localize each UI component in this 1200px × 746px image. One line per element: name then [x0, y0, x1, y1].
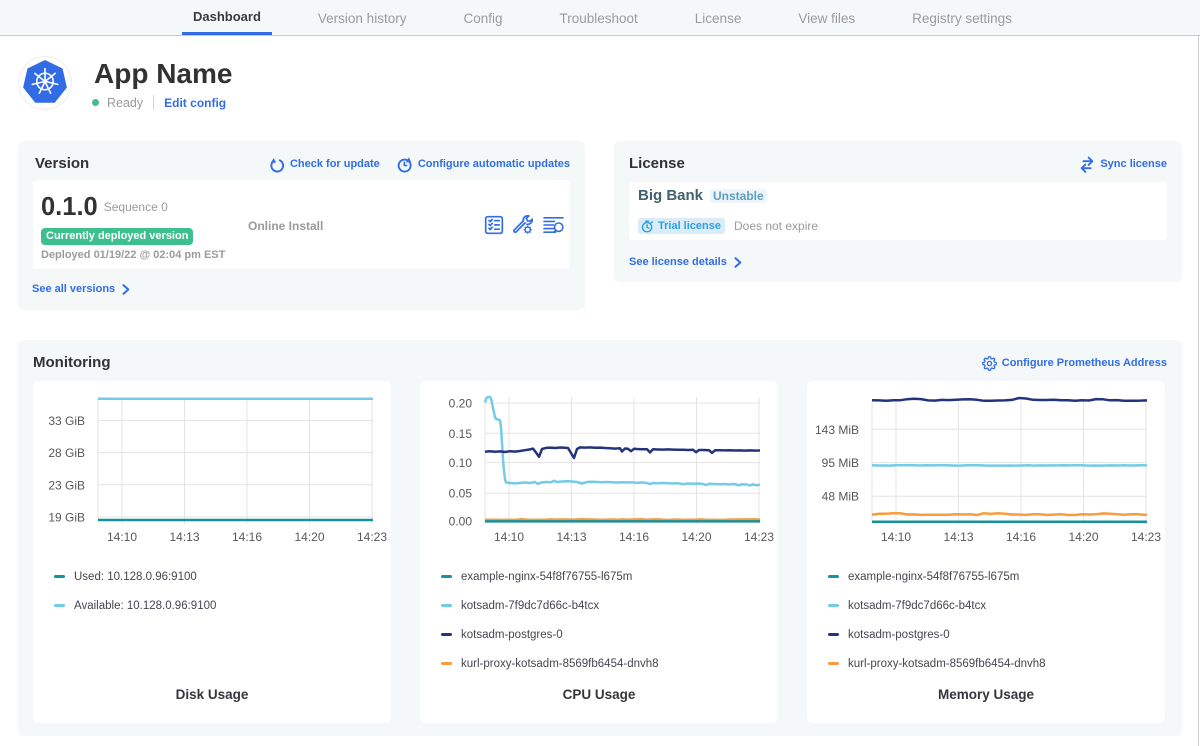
svg-text:14:16: 14:16 — [619, 530, 649, 544]
svg-text:14:10: 14:10 — [107, 530, 137, 544]
svg-text:28 GiB: 28 GiB — [48, 446, 85, 460]
svg-text:0.05: 0.05 — [449, 487, 473, 501]
svg-text:14:13: 14:13 — [556, 530, 586, 544]
svg-text:14:23: 14:23 — [1131, 530, 1161, 544]
svg-text:0.10: 0.10 — [449, 456, 473, 470]
svg-text:14:10: 14:10 — [881, 530, 911, 544]
svg-text:14:13: 14:13 — [943, 530, 973, 544]
svg-text:19 GiB: 19 GiB — [48, 511, 85, 525]
svg-text:95 MiB: 95 MiB — [822, 456, 859, 470]
svg-text:14:20: 14:20 — [294, 530, 324, 544]
svg-text:48 MiB: 48 MiB — [822, 490, 859, 504]
svg-text:14:20: 14:20 — [1068, 530, 1098, 544]
svg-text:0.00: 0.00 — [449, 515, 473, 529]
svg-text:14:13: 14:13 — [169, 530, 199, 544]
svg-text:14:16: 14:16 — [232, 530, 262, 544]
svg-text:14:23: 14:23 — [357, 530, 387, 544]
svg-text:143 MiB: 143 MiB — [815, 423, 859, 437]
svg-text:23 GiB: 23 GiB — [48, 478, 85, 492]
svg-text:0.15: 0.15 — [449, 427, 473, 441]
svg-text:14:16: 14:16 — [1006, 530, 1036, 544]
svg-text:14:23: 14:23 — [744, 530, 774, 544]
svg-text:14:20: 14:20 — [681, 530, 711, 544]
svg-text:33 GiB: 33 GiB — [48, 414, 85, 428]
svg-text:14:10: 14:10 — [494, 530, 524, 544]
svg-text:0.20: 0.20 — [449, 397, 473, 411]
